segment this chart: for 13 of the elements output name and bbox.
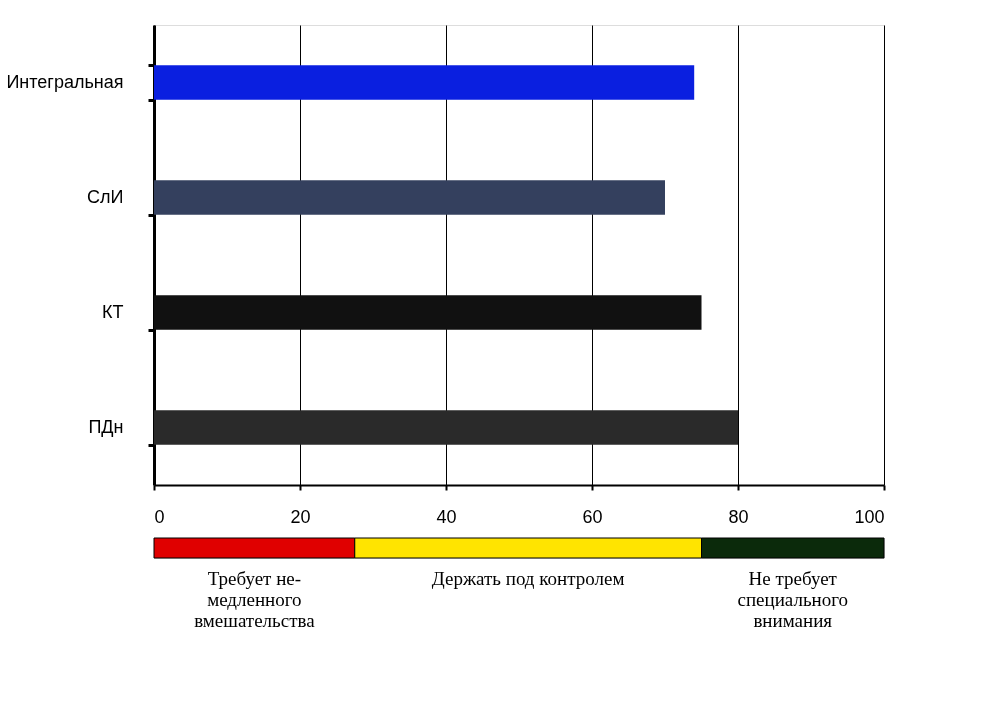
x-tick-label: 80 — [728, 506, 749, 527]
y-tick-label: Интегральная — [6, 72, 124, 92]
x-tick-label: 40 — [436, 506, 457, 527]
y-tick-label: СлИ — [87, 187, 124, 207]
x-tick-label: 20 — [290, 506, 311, 527]
x-tick-label: 60 — [582, 506, 603, 527]
y-tick-label: ПДн — [88, 417, 124, 437]
series-label: Не требует специального внимания — [737, 568, 849, 631]
series-label: Держать под контролем — [431, 568, 625, 589]
y-tick-label: КТ — [102, 302, 124, 322]
x-tick-label: 100 — [854, 506, 885, 527]
series-label: Требует не- медленного вмешательства — [194, 568, 316, 631]
x-tick-label: 0 — [154, 506, 165, 527]
